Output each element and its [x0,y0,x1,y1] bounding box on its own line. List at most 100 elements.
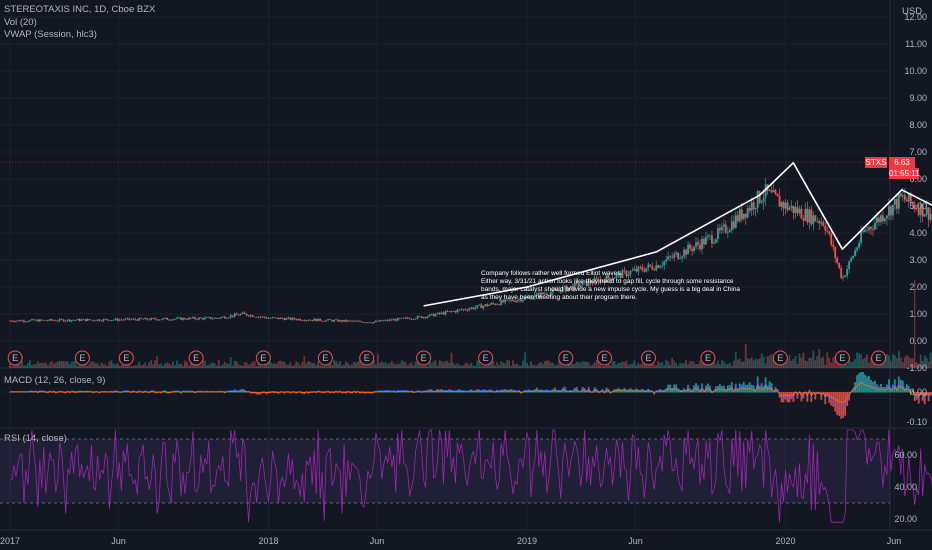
earnings-marker [317,350,333,366]
volume-bar [313,362,316,368]
volume-bar [182,365,184,368]
volume-bar [231,365,234,368]
volume-bar [722,361,725,368]
earnings-marker [772,350,788,366]
price-candle [100,320,103,322]
volume-bar [68,364,71,368]
volume-bar [468,364,471,368]
volume-bar [512,360,514,368]
volume-bar [522,360,524,368]
volume-bar [563,365,566,368]
volume-bar [394,364,397,368]
volume-bar [643,362,646,368]
macd-histogram-bar [832,392,835,407]
price-candle [172,319,174,321]
volume-bar [508,360,511,368]
volume-bar [555,364,558,368]
volume-bar [705,363,707,368]
price-candle [921,203,924,217]
volume-bar [400,360,403,368]
price-candle [758,191,761,203]
price-candle [575,282,578,284]
volume-bar [736,359,739,368]
price-candle [283,318,286,320]
price-candle [359,320,361,322]
price-axis-tick: 3.00 [909,255,927,265]
price-candle [738,209,741,221]
price-candle [40,319,43,321]
price-candle [418,316,421,317]
vwap-indicator-label[interactable]: VWAP (Session, hlc3) [4,29,97,40]
volume-bar [56,361,59,368]
price-candle [635,268,638,272]
volume-bar [70,361,73,368]
price-candle [844,275,847,277]
volume-bar [728,362,731,368]
price-candle [907,193,910,202]
price-candle [289,317,292,320]
volume-bar [241,365,244,368]
volume-bar [520,365,522,368]
price-candle [426,316,429,318]
volume-bar [420,365,423,368]
price-candle [518,299,520,301]
volume-bar [854,359,856,368]
volume-bar [625,360,628,368]
volume-indicator-label[interactable]: Vol (20) [4,17,37,28]
earnings-marker-label: E [563,353,569,363]
price-candle [231,315,234,317]
time-axis-tick: Jun [628,536,643,546]
price-candle [192,317,194,319]
volume-bar [376,354,379,368]
volume-bar [450,352,453,368]
price-candle [860,231,862,244]
price-candle [667,256,670,260]
price-candle [695,242,697,247]
volume-bar [378,362,381,368]
macd-indicator-label[interactable]: MACD (12, 26, close, 9) [4,375,106,386]
price-candle [468,308,471,311]
volume-bar [289,362,292,368]
price-candle [376,320,379,322]
macd-histogram-bar [836,392,839,416]
price-candle [886,215,888,219]
volume-bar [341,365,343,368]
volume-bar [331,364,334,368]
price-candle [621,270,624,278]
price-candle [889,206,892,216]
volume-bar [538,363,540,368]
price-candle [156,319,159,321]
price-candle [444,311,447,315]
price-candle [884,218,886,222]
macd-histogram-bar [695,383,697,393]
price-candle [198,317,200,320]
price-candle [909,193,912,203]
price-candle [514,301,516,302]
volume-bar [424,363,427,368]
volume-bar [74,361,77,368]
volume-bar [802,352,805,368]
macd-pane [0,372,932,419]
macd-histogram-bar [675,384,678,393]
volume-bar [730,365,733,368]
volume-bar [683,362,685,368]
price-candle [367,322,369,324]
rsi-indicator-label[interactable]: RSI (14, close) [4,433,67,444]
price-candle [396,318,399,321]
volume-bar [595,360,598,368]
price-candle [589,280,592,284]
volume-bar [357,361,359,368]
price-candle [567,287,570,291]
price-candle [339,320,341,322]
price-candle [780,202,783,207]
volume-bar [474,365,477,368]
macd-histogram-bar [840,392,843,419]
price-candle [506,299,509,301]
time-axis-tick: Jun [111,536,126,546]
price-candle [585,280,588,287]
price-candle [295,319,298,321]
annotation-line: Company follows rather well formed Ellio… [481,270,623,277]
volume-bar [752,360,755,368]
price-candle [188,317,190,320]
